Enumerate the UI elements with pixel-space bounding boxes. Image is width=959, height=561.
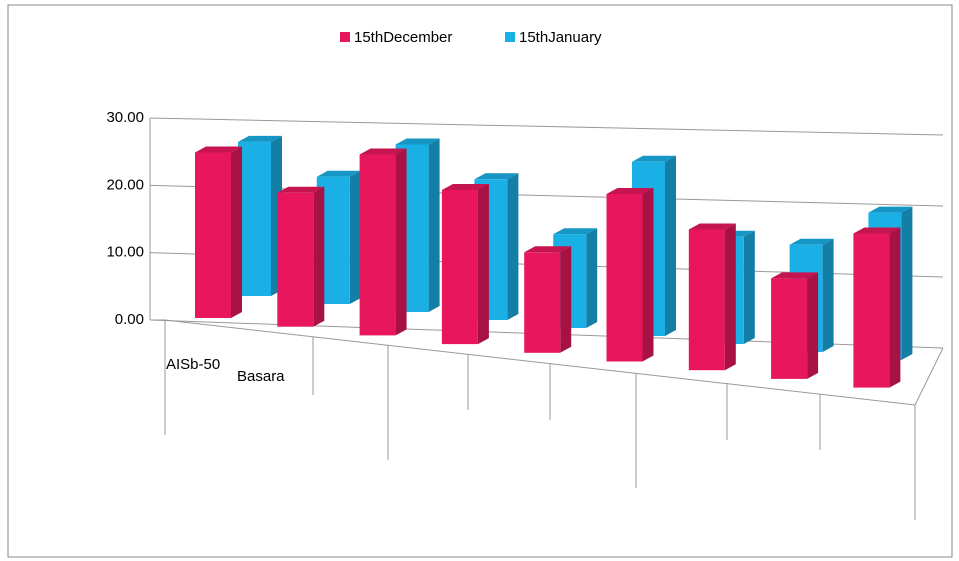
bar-side xyxy=(807,272,819,379)
bar-side xyxy=(507,173,519,320)
bar-side xyxy=(901,206,913,360)
bar-top xyxy=(789,238,834,245)
bar-top xyxy=(524,246,572,253)
bar xyxy=(195,152,231,318)
bar-top xyxy=(277,186,325,193)
bar-top xyxy=(606,188,654,194)
grid-line xyxy=(149,117,944,136)
bar-top xyxy=(771,272,819,279)
legend-label: 15thDecember xyxy=(354,29,452,46)
bar-top xyxy=(395,138,440,145)
bar-top xyxy=(359,148,407,155)
bar-top xyxy=(632,155,676,162)
legend-label: 15thJanuary xyxy=(519,29,602,46)
bar-side xyxy=(477,184,489,345)
bar-side xyxy=(313,186,325,327)
bar xyxy=(853,233,890,388)
bar-top xyxy=(688,223,736,230)
y-tick-label: 20.00 xyxy=(106,176,144,193)
bar-side xyxy=(349,170,361,304)
bar-top xyxy=(474,173,519,180)
bar-top xyxy=(868,206,913,213)
bar-side xyxy=(889,227,901,388)
bar xyxy=(277,192,314,327)
bar-side xyxy=(428,138,440,312)
y-tick-label: 10.00 xyxy=(106,244,144,261)
bar-side xyxy=(642,188,654,362)
bar xyxy=(238,141,271,296)
x-tick-label: Basara xyxy=(237,368,285,385)
bar-top xyxy=(441,184,489,190)
bar xyxy=(771,278,808,379)
bar xyxy=(359,154,396,336)
bar-side xyxy=(743,230,755,344)
bar-side xyxy=(560,246,572,353)
bar-side xyxy=(395,148,407,336)
bar-top xyxy=(316,170,361,177)
y-tick-label: 0.00 xyxy=(115,311,144,328)
bar-side xyxy=(665,155,676,336)
bar-top xyxy=(195,146,242,153)
bar xyxy=(688,229,725,371)
y-tick-label: 30.00 xyxy=(106,109,144,126)
bar xyxy=(524,252,561,353)
grid-line xyxy=(149,184,944,207)
bar-top xyxy=(853,227,901,234)
bar-side xyxy=(724,223,736,371)
bar xyxy=(441,190,478,345)
walls xyxy=(149,118,944,520)
bar-side xyxy=(822,238,834,352)
bar-top xyxy=(238,135,282,142)
bar xyxy=(606,194,643,362)
x-tick-label: AISb-50 xyxy=(166,356,220,373)
bar-side xyxy=(586,228,598,328)
bar-side xyxy=(231,146,242,318)
legend-swatch xyxy=(340,32,350,42)
legend-swatch xyxy=(505,32,515,42)
bar-top xyxy=(553,228,598,235)
